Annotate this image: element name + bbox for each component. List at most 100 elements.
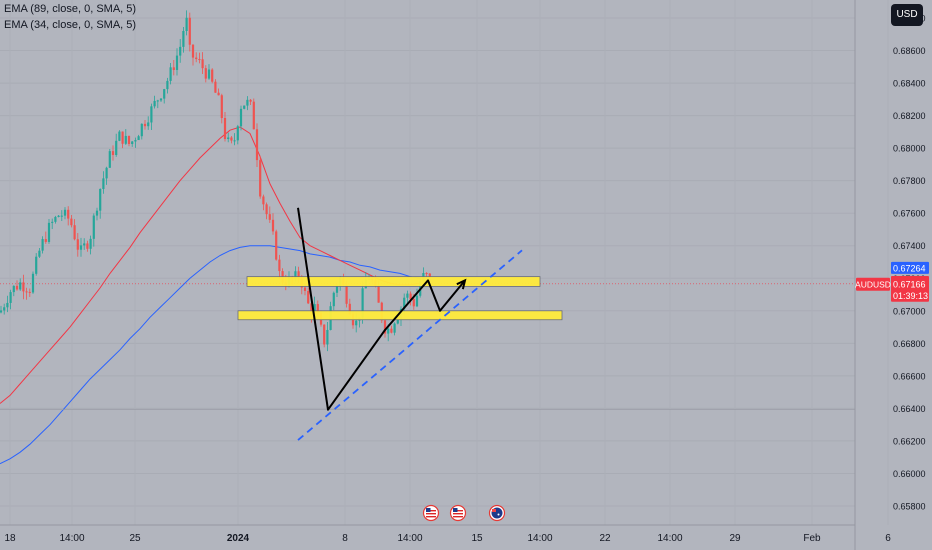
candle-body xyxy=(383,320,387,334)
price-tick-label: 0.66600 xyxy=(893,371,926,381)
candle-body xyxy=(239,108,243,127)
ema89-legend[interactable]: EMA (89, close, 0, SMA, 5) xyxy=(4,3,137,15)
last-price-tag-bg xyxy=(891,277,929,302)
candle-body xyxy=(249,99,252,102)
candle-body xyxy=(166,80,169,90)
price-tick-label: 0.66000 xyxy=(893,469,926,479)
time-axis[interactable]: 18 14:00 25 2024 8 14:00 15 14:00 22 14:00 29 Feb 6 xyxy=(0,524,891,544)
price-tick-label: 0.68600 xyxy=(893,46,926,56)
candle-body xyxy=(147,122,150,127)
candle-body xyxy=(60,215,63,217)
time-tick-label: 14:00 xyxy=(397,533,422,544)
candle-body xyxy=(79,245,83,250)
ema89-line xyxy=(0,245,421,465)
candle-body xyxy=(198,59,201,61)
candle-body xyxy=(12,285,15,293)
candle-body xyxy=(323,324,326,345)
time-tick-label: 14:00 xyxy=(657,533,682,544)
candle-body xyxy=(143,123,147,127)
candle-body xyxy=(390,328,393,333)
candle-body xyxy=(201,59,204,69)
event-icon-border xyxy=(449,504,467,522)
candle-body xyxy=(393,323,396,333)
candle-body xyxy=(153,100,156,107)
candle-body xyxy=(361,288,364,318)
currency-button[interactable]: USD xyxy=(891,4,923,26)
pattern-path[interactable] xyxy=(297,207,466,411)
flag-stripe xyxy=(453,510,463,512)
candle-body xyxy=(255,129,259,161)
candle-body xyxy=(396,319,399,324)
candle-body xyxy=(316,304,319,314)
zones[interactable] xyxy=(237,276,563,321)
candle-body xyxy=(230,137,233,141)
candle-body xyxy=(335,285,339,293)
candle-body xyxy=(102,178,105,190)
candle-body xyxy=(303,287,307,291)
candle-body xyxy=(70,218,73,226)
price-tick-label: 0.66800 xyxy=(893,339,926,349)
price-tick-label: 0.67000 xyxy=(893,306,926,316)
candle-body xyxy=(47,222,51,242)
ema34-layer xyxy=(0,126,421,404)
event-icons[interactable] xyxy=(422,504,506,522)
candle-body xyxy=(67,209,70,219)
candle-body xyxy=(326,329,329,345)
candle-body xyxy=(387,328,390,334)
us-event-icon[interactable] xyxy=(449,504,467,522)
flag-stripe xyxy=(426,510,436,512)
candle-body xyxy=(111,151,115,155)
candle-body xyxy=(310,303,313,316)
event-icon-border xyxy=(422,504,440,522)
candle-body xyxy=(207,69,211,79)
candle-body xyxy=(105,167,108,179)
candle-body xyxy=(159,98,163,101)
candle-body xyxy=(41,239,44,251)
candle-body xyxy=(118,131,121,141)
candle-body xyxy=(86,243,89,249)
candle-body xyxy=(332,292,335,307)
candle-body xyxy=(35,256,38,274)
time-tick-label: Feb xyxy=(803,533,821,544)
time-tick-label: 22 xyxy=(599,533,611,544)
candle-body xyxy=(31,273,35,293)
candle-body xyxy=(172,67,175,70)
candle-body xyxy=(131,141,134,144)
resistance-zone[interactable] xyxy=(246,276,541,287)
candle-body xyxy=(121,131,124,144)
drawings[interactable] xyxy=(297,207,523,441)
candle-body xyxy=(409,293,412,300)
candle-body xyxy=(182,31,185,47)
candle-body xyxy=(294,271,297,279)
ema34-legend[interactable]: EMA (34, close, 0, SMA, 5) xyxy=(4,19,137,31)
candle-body xyxy=(99,189,102,211)
flag-star xyxy=(497,513,500,516)
candle-body xyxy=(428,273,431,277)
price-axis[interactable]: 0.688000.686000.684000.682000.680000.678… xyxy=(854,0,926,550)
candle-body xyxy=(195,57,198,60)
ascending-trendline[interactable] xyxy=(297,249,523,441)
candle-body xyxy=(108,151,111,168)
us-event-icon[interactable] xyxy=(422,504,440,522)
candle-body xyxy=(412,299,415,307)
candle-body xyxy=(425,272,428,274)
ema89-layer xyxy=(0,245,421,465)
candle-body xyxy=(406,293,409,298)
candle-body xyxy=(236,126,239,141)
flag-stripe xyxy=(426,516,436,518)
flag-union xyxy=(492,509,496,512)
support-zone[interactable] xyxy=(237,310,563,321)
candle-body xyxy=(246,99,249,106)
candle-body xyxy=(313,304,316,316)
au-event-icon[interactable] xyxy=(488,504,506,522)
ask-price-tag-bg xyxy=(891,261,929,274)
candle-body xyxy=(259,160,262,197)
flag-stripe xyxy=(426,513,436,515)
candle-body xyxy=(223,118,227,140)
candle-body xyxy=(28,291,31,293)
candle-body xyxy=(179,46,182,56)
candle-body xyxy=(163,89,166,99)
candle-body xyxy=(57,215,60,217)
